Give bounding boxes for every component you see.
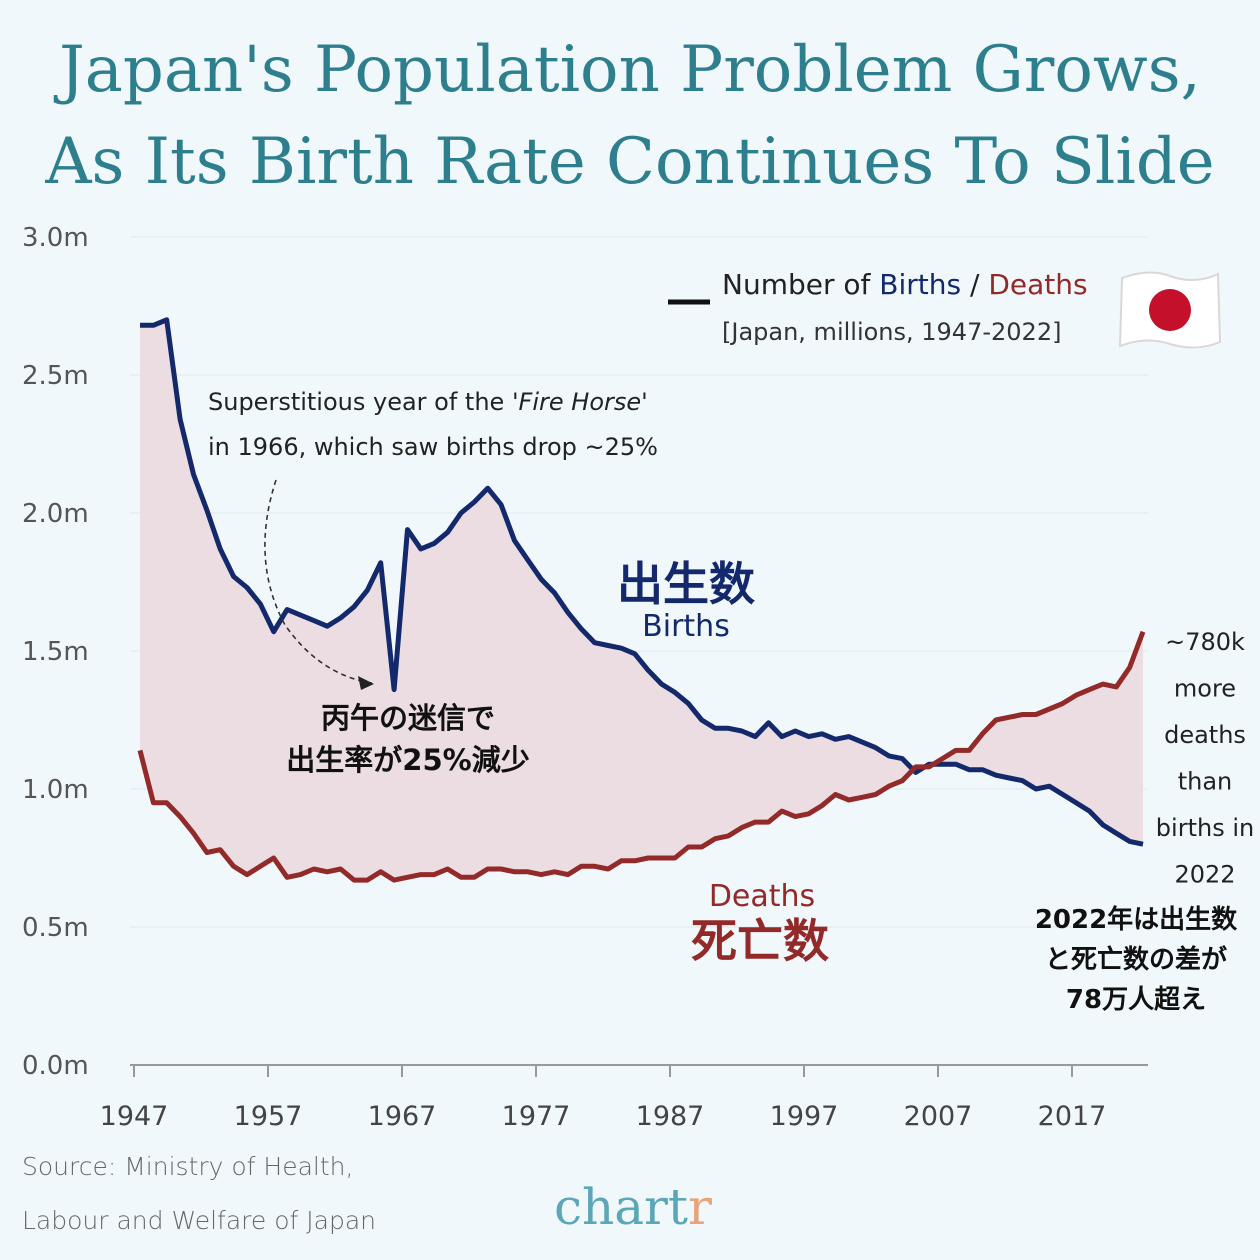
deaths-jp-label: 死亡数 (691, 914, 829, 968)
x-tick-label: 1957 (234, 1101, 303, 1132)
gap-annotation-line: than (1178, 768, 1233, 796)
source-line-2: Labour and Welfare of Japan (22, 1206, 376, 1235)
x-tick-label: 1987 (636, 1101, 705, 1132)
gap-annotation-jp-line: と死亡数の差が (1045, 944, 1227, 975)
deaths-area-fill (140, 319, 1143, 881)
x-tick-label: 2017 (1038, 1101, 1107, 1132)
x-tick-label: 1947 (100, 1101, 169, 1132)
gap-annotation-jp-line: 2022年は出生数 (1035, 904, 1238, 935)
japan-flag-icon (1118, 271, 1222, 349)
gap-annotation-jp-line: 78万人超え (1066, 985, 1206, 1015)
y-tick-label: 1.5m (22, 637, 89, 667)
y-tick-label: 2.5m (22, 361, 89, 391)
gap-annotation-line: births in (1156, 814, 1254, 842)
x-tick-label: 1997 (770, 1101, 839, 1132)
gap-annotation-line: ~780k (1165, 628, 1245, 656)
births-en-label: Births (642, 609, 730, 644)
chart-title-line-2: As Its Birth Rate Continues To Slide (45, 125, 1215, 199)
chart-title-line-1: Japan's Population Problem Grows, (59, 33, 1201, 107)
x-tick-label: 1967 (368, 1101, 437, 1132)
x-tick-label: 2007 (904, 1101, 973, 1132)
y-tick-label: 3.0m (22, 223, 89, 253)
y-axis-tick-labels: 0.0m 0.5m 1.0m 1.5m 2.0m 2.5m 3.0m (22, 223, 89, 1081)
fire-horse-note-line-1: Superstitious year of the 'Fire Horse' (208, 388, 648, 416)
gap-annotation-line: 2022 (1174, 861, 1235, 889)
fire-horse-jp-line-1: 丙午の迷信で (321, 701, 495, 735)
x-axis-ticks (133, 1065, 1073, 1077)
fire-horse-jp-line-2: 出生率が25%減少 (286, 743, 529, 777)
chartr-logo: chartr (554, 1178, 712, 1236)
gap-annotation-line: deaths (1164, 721, 1246, 749)
x-axis-tick-labels: 1947 1957 1967 1977 1987 1997 2007 2017 (100, 1101, 1107, 1132)
gap-annotation: ~780k more deaths than births in 2022 (1156, 628, 1254, 889)
legend-title: Number of Births / Deaths (722, 268, 1088, 301)
fire-horse-note-line-2: in 1966, which saw births drop ~25% (208, 433, 658, 461)
fire-horse-arrowhead (358, 676, 374, 690)
births-jp-label: 出生数 (617, 557, 755, 611)
gap-annotation-line: more (1174, 675, 1236, 703)
gridlines (130, 236, 1148, 928)
y-tick-label: 1.0m (22, 775, 89, 805)
y-tick-label: 2.0m (22, 499, 89, 529)
y-tick-label: 0.0m (22, 1051, 89, 1081)
deaths-series-line (137, 630, 1146, 883)
x-tick-label: 1977 (502, 1101, 571, 1132)
y-tick-label: 0.5m (22, 913, 89, 943)
source-line-1: Source: Ministry of Health, (22, 1152, 354, 1181)
logo-text: chart (554, 1178, 689, 1236)
births-series-line (140, 317, 1144, 847)
logo-accent: r (688, 1178, 712, 1236)
legend-subtitle: [Japan, millions, 1947-2022] (722, 318, 1061, 346)
deaths-en-label: Deaths (709, 879, 815, 914)
